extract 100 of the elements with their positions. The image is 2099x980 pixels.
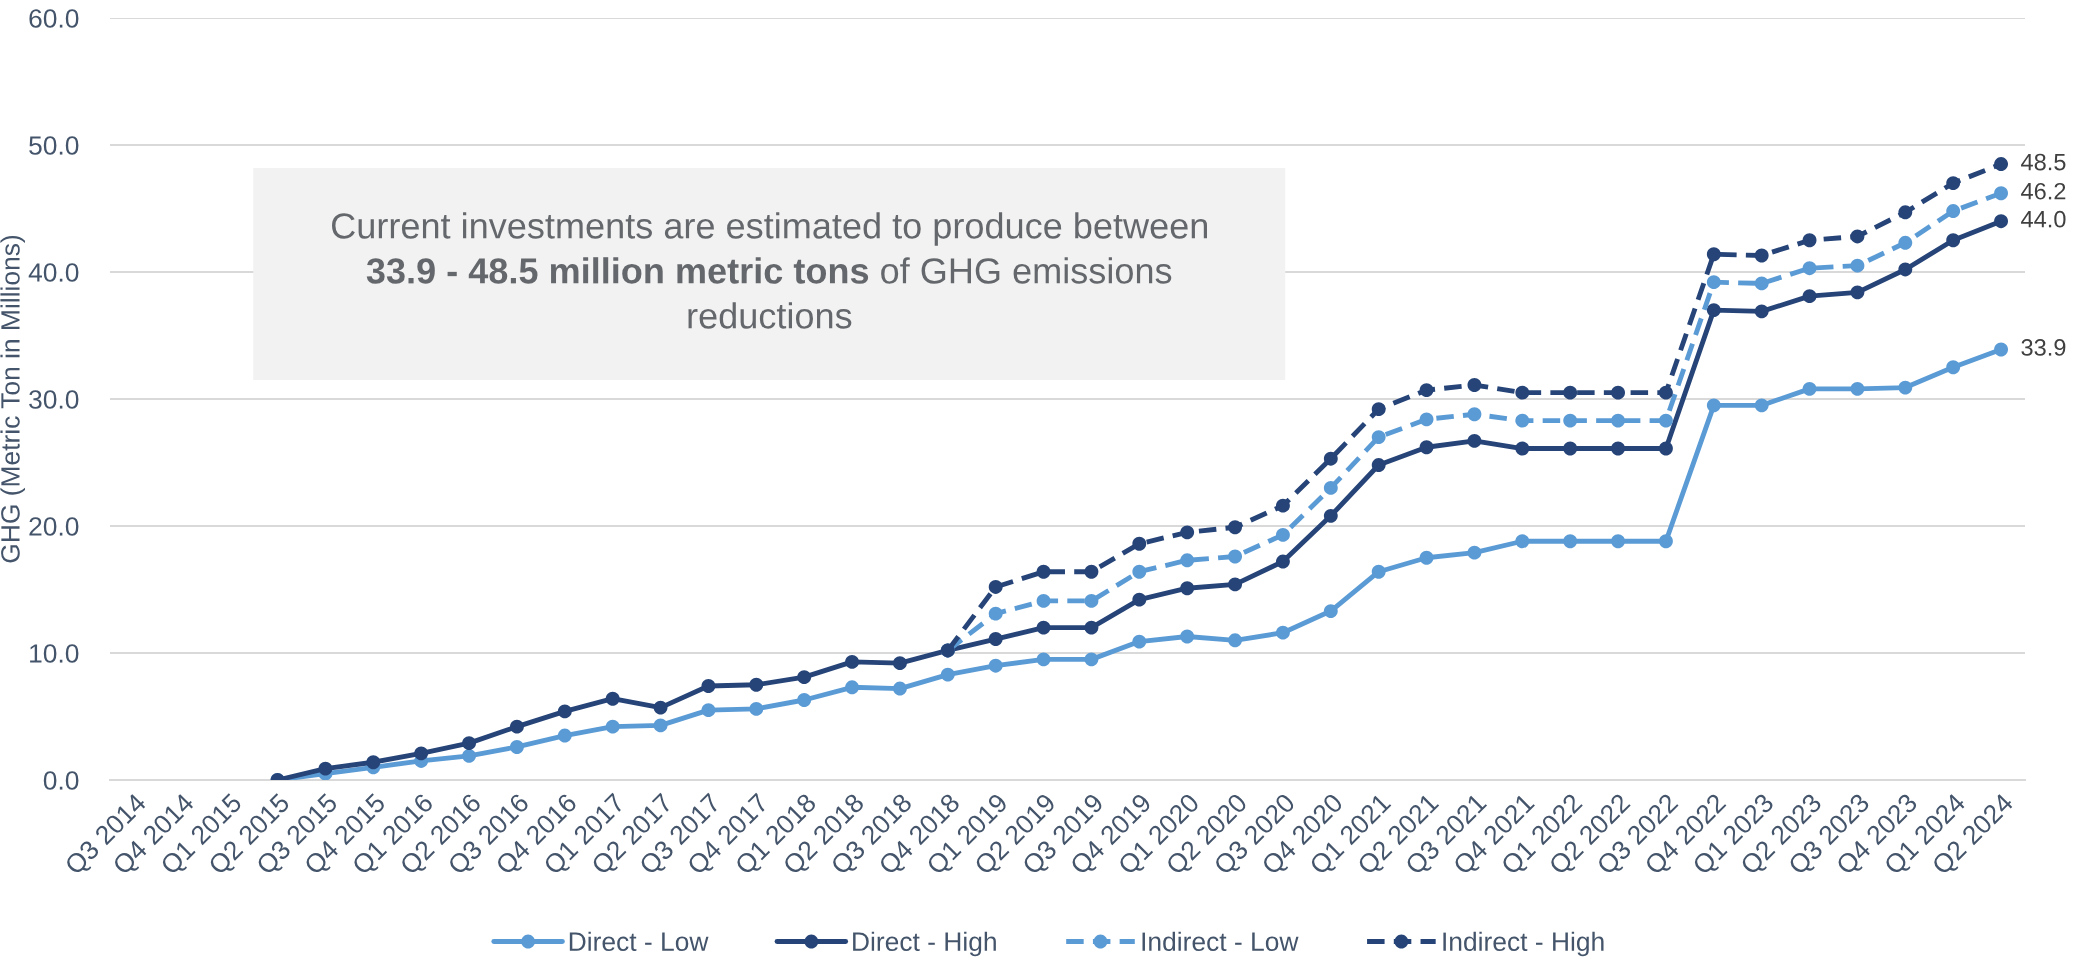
point	[749, 701, 764, 716]
point	[1611, 441, 1626, 456]
point	[1084, 593, 1099, 608]
annotation: of GHG emissions	[881, 257, 1172, 284]
point	[1946, 233, 1961, 248]
point	[1180, 553, 1195, 568]
point	[414, 746, 429, 761]
point	[1898, 205, 1913, 220]
point	[1036, 620, 1051, 635]
point	[988, 580, 1003, 594]
point	[557, 728, 572, 743]
point	[701, 703, 716, 718]
point	[1084, 564, 1099, 579]
legend-label: Indirect - High	[1443, 931, 1604, 957]
point	[1850, 229, 1865, 244]
point	[988, 658, 1003, 673]
point	[366, 755, 381, 770]
point	[1275, 625, 1290, 640]
point	[1611, 413, 1626, 428]
point	[1946, 176, 1961, 191]
point	[1563, 441, 1578, 456]
point	[1802, 233, 1817, 248]
point	[1515, 534, 1530, 549]
point	[462, 736, 477, 751]
legend-label: Direct - Low	[569, 931, 709, 952]
point	[1563, 534, 1578, 549]
point	[1228, 633, 1243, 648]
point	[509, 719, 524, 734]
point	[509, 740, 524, 754]
point	[845, 680, 860, 695]
point	[1994, 214, 2009, 229]
y-axis-title: GHG (Metric Ton in Millions)	[0, 235, 25, 563]
point	[1802, 261, 1817, 276]
point	[1898, 235, 1913, 250]
point	[1467, 378, 1482, 392]
point	[1132, 634, 1147, 649]
point	[1898, 262, 1913, 277]
point	[1754, 248, 1769, 263]
point	[1323, 451, 1338, 466]
legend-label: Indirect - Low	[1142, 931, 1299, 952]
annotation: Current investments are estimated to produce between	[332, 212, 1207, 246]
point	[1754, 276, 1769, 291]
point	[653, 718, 668, 733]
point	[1371, 402, 1386, 417]
point	[1515, 385, 1530, 400]
data-label: 33.9	[2021, 339, 2066, 356]
point	[1754, 398, 1769, 413]
point	[1515, 413, 1530, 428]
point	[318, 761, 333, 776]
point	[1754, 304, 1769, 319]
point	[1850, 285, 1865, 300]
point	[1036, 593, 1051, 608]
point	[1994, 342, 2009, 357]
point	[1084, 620, 1099, 635]
point	[605, 719, 620, 734]
annotation: reductions	[688, 302, 852, 329]
point	[1467, 545, 1482, 560]
point	[1946, 360, 1961, 375]
data-label: 46.2	[2021, 182, 2066, 200]
point	[1706, 275, 1721, 290]
point	[1419, 412, 1434, 427]
point	[1036, 652, 1051, 667]
point	[1611, 534, 1626, 549]
point	[1611, 385, 1626, 400]
point	[749, 677, 764, 692]
y-tick-label: 10.0	[30, 644, 79, 663]
point	[1228, 520, 1243, 535]
point	[1228, 577, 1243, 592]
annotation: 33.9 - 48.5 million metric tons	[366, 257, 869, 284]
point	[1275, 498, 1290, 513]
point	[1371, 430, 1386, 445]
point	[892, 656, 907, 671]
point	[797, 670, 812, 685]
point	[1419, 383, 1434, 398]
point	[940, 667, 955, 682]
point	[557, 704, 572, 719]
point	[988, 606, 1003, 621]
point	[797, 693, 812, 707]
point	[1132, 536, 1147, 551]
point	[1706, 247, 1721, 262]
y-tick-label: 60.0	[29, 9, 79, 28]
point	[462, 748, 477, 763]
y-tick-label: 30.0	[29, 390, 79, 409]
point	[1036, 564, 1051, 579]
legend-label: Direct - High	[853, 931, 996, 957]
point	[988, 632, 1003, 646]
point	[1323, 604, 1338, 619]
point	[892, 681, 907, 696]
point	[605, 691, 620, 706]
point	[1658, 441, 1673, 456]
point	[1275, 554, 1290, 569]
point	[1994, 186, 2009, 201]
point	[1323, 480, 1338, 495]
point	[1467, 433, 1482, 448]
point	[1084, 652, 1099, 667]
y-tick-label: 50.0	[29, 136, 79, 155]
point	[1850, 258, 1865, 273]
point	[653, 700, 668, 715]
point	[1275, 527, 1290, 542]
point	[1706, 398, 1721, 413]
